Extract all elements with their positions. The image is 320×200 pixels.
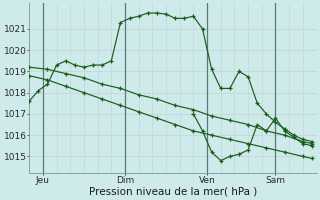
X-axis label: Pression niveau de la mer( hPa ): Pression niveau de la mer( hPa )	[89, 187, 257, 197]
